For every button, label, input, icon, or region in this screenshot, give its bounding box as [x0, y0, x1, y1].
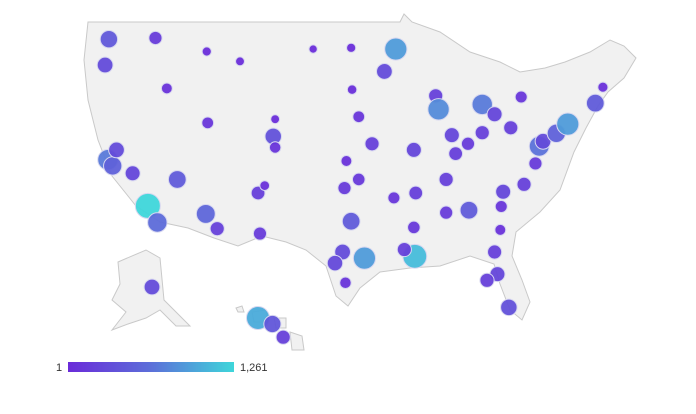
bubble — [346, 42, 357, 53]
bubble — [405, 141, 422, 158]
bubble — [494, 223, 507, 236]
bubble — [364, 136, 380, 152]
bubble — [259, 180, 271, 191]
bubble — [99, 30, 119, 49]
bubble — [195, 203, 216, 224]
bubble — [585, 93, 605, 113]
bubble — [346, 84, 358, 95]
bubble — [341, 211, 361, 231]
bubble — [167, 170, 187, 189]
bubble — [340, 155, 353, 167]
bubble — [339, 276, 352, 290]
bubble — [268, 141, 282, 154]
bubble — [103, 156, 123, 176]
bubble — [460, 136, 476, 151]
bubble — [474, 125, 490, 141]
bubble — [556, 112, 580, 136]
bubbles — [96, 30, 609, 345]
bubble — [201, 116, 215, 130]
bubble — [396, 241, 412, 258]
bubble — [209, 221, 225, 237]
bubble — [487, 244, 503, 260]
legend-min-label: 1 — [56, 362, 62, 374]
bubble — [503, 120, 519, 136]
bubble — [263, 314, 282, 334]
bubble — [352, 246, 377, 270]
bubble — [448, 146, 464, 162]
bubble — [160, 82, 173, 95]
bubble — [494, 199, 508, 214]
bubble — [326, 254, 344, 272]
bubble — [351, 172, 366, 187]
bubble — [479, 272, 495, 288]
bubble — [459, 200, 479, 220]
bubble — [143, 278, 161, 296]
bubble — [500, 298, 518, 317]
bubble — [108, 141, 125, 159]
bubble — [387, 191, 401, 205]
bubble — [134, 192, 161, 219]
bubble — [96, 56, 114, 74]
bubble — [408, 185, 424, 201]
legend-max-label: 1,261 — [240, 362, 268, 374]
bubble — [147, 212, 168, 233]
bubble — [528, 156, 543, 171]
bubble — [201, 46, 212, 57]
bubble — [439, 205, 454, 220]
bubble — [443, 127, 460, 144]
bubble — [471, 93, 493, 116]
bubble — [124, 165, 141, 182]
bubble — [597, 81, 609, 93]
bubble — [270, 114, 281, 125]
bubble — [438, 171, 454, 188]
bubble — [486, 106, 503, 123]
bubble — [252, 226, 268, 241]
bubble — [516, 176, 532, 192]
bubble — [384, 37, 408, 61]
bubble — [275, 329, 291, 345]
bubble — [337, 180, 352, 196]
bubble — [427, 98, 450, 121]
bubble — [148, 30, 163, 46]
us-outline — [83, 13, 637, 321]
bubble — [308, 44, 318, 54]
bubble — [352, 110, 366, 124]
bubble — [376, 63, 393, 80]
bubble — [495, 183, 512, 200]
bubble — [235, 56, 245, 67]
bubble — [514, 90, 528, 104]
bubble — [407, 220, 421, 235]
legend-bar — [68, 362, 234, 372]
